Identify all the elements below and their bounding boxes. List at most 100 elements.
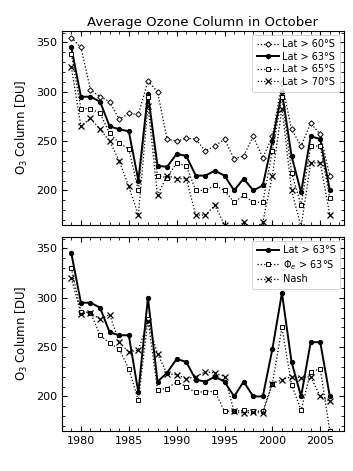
Lat > 60°S xyxy=(108,99,112,105)
Nash xyxy=(136,347,140,353)
Line: Lat > 60°S: Lat > 60°S xyxy=(70,36,332,178)
Lat > 63°S xyxy=(232,187,236,193)
Lat > 63°S xyxy=(203,173,208,179)
Φ$_e$ > 63°S xyxy=(251,408,255,414)
Lat > 63°S xyxy=(194,173,198,179)
Φ$_e$ > 63°S xyxy=(69,265,73,271)
Line: Lat > 70°S: Lat > 70°S xyxy=(69,65,333,233)
Lat > 60°S xyxy=(309,121,313,126)
Lat > 65°S xyxy=(318,143,322,149)
Lat > 70°S xyxy=(328,212,332,218)
Lat > 70°S xyxy=(270,173,275,179)
Nash xyxy=(289,374,294,380)
Lat > 65°S xyxy=(117,140,121,146)
Nash xyxy=(194,374,198,380)
Lat > 63°S xyxy=(280,89,284,95)
Line: Nash: Nash xyxy=(69,276,333,416)
Lat > 65°S xyxy=(136,187,140,193)
Lat > 60°S xyxy=(222,136,227,142)
Φ$_e$ > 63°S xyxy=(88,310,92,316)
Lat > 63°S xyxy=(203,379,208,384)
Lat > 70°S xyxy=(299,224,303,230)
Lat > 63°S xyxy=(194,377,198,382)
Lat > 63°S xyxy=(222,173,227,179)
Lat > 65°S xyxy=(232,199,236,205)
Φ$_e$ > 63°S xyxy=(117,346,121,352)
Lat > 63°S xyxy=(117,126,121,132)
Lat > 63°S xyxy=(241,176,246,181)
Lat > 63°S xyxy=(251,394,255,399)
Lat > 70°S xyxy=(88,115,92,121)
Lat > 60°S xyxy=(127,111,131,116)
Lat > 63°S xyxy=(270,138,275,144)
Lat > 65°S xyxy=(69,51,73,57)
Lat > 63°S xyxy=(88,300,92,306)
Lat > 63°S xyxy=(289,359,294,365)
Lat > 70°S xyxy=(261,219,265,225)
Φ$_e$ > 63°S xyxy=(127,366,131,372)
Legend: Lat > 60°S, Lat > 63°S, Lat > 65°S, Lat > 70°S: Lat > 60°S, Lat > 63°S, Lat > 65°S, Lat … xyxy=(252,34,340,91)
Lat > 63°S xyxy=(299,394,303,399)
Lat > 70°S xyxy=(108,138,112,144)
Lat > 63°S xyxy=(309,133,313,139)
Lat > 63°S xyxy=(261,183,265,188)
Nash xyxy=(79,311,83,317)
Φ$_e$ > 63°S xyxy=(108,341,112,346)
Lat > 60°S xyxy=(251,133,255,139)
Lat > 65°S xyxy=(88,106,92,111)
Lat > 70°S xyxy=(222,222,227,228)
Lat > 63°S xyxy=(165,164,169,170)
Lat > 70°S xyxy=(241,219,246,225)
Nash xyxy=(251,409,255,415)
Lat > 70°S xyxy=(251,227,255,233)
Φ$_e$ > 63°S xyxy=(136,398,140,403)
Φ$_e$ > 63°S xyxy=(194,390,198,395)
Nash xyxy=(88,310,92,316)
Nash xyxy=(328,398,332,404)
Line: Lat > 63°S: Lat > 63°S xyxy=(70,252,332,398)
Lat > 63°S xyxy=(184,153,189,159)
Lat > 60°S xyxy=(318,131,322,137)
Nash xyxy=(127,349,131,355)
Lat > 65°S xyxy=(270,148,275,154)
Lat > 60°S xyxy=(232,156,236,162)
Lat > 63°S xyxy=(174,356,179,362)
Lat > 63°S xyxy=(98,99,102,105)
Lat > 70°S xyxy=(155,193,160,198)
Nash xyxy=(309,374,313,380)
Line: Lat > 65°S: Lat > 65°S xyxy=(70,52,332,207)
Lat > 63°S xyxy=(127,333,131,338)
Nash xyxy=(174,372,179,378)
Y-axis label: O$_3$ Column [DU]: O$_3$ Column [DU] xyxy=(14,80,30,175)
Lat > 63°S xyxy=(165,370,169,375)
Lat > 63°S xyxy=(146,295,150,300)
Nash xyxy=(146,319,150,325)
Lat > 70°S xyxy=(194,212,198,218)
Φ$_e$ > 63°S xyxy=(165,386,169,391)
Nash xyxy=(261,410,265,416)
Φ$_e$ > 63°S xyxy=(213,389,217,394)
Lat > 63°S xyxy=(213,168,217,173)
Lat > 70°S xyxy=(280,106,284,111)
Lat > 63°S xyxy=(261,394,265,399)
Lat > 63°S xyxy=(98,305,102,310)
Φ$_e$ > 63°S xyxy=(184,384,189,390)
Lat > 63°S xyxy=(251,187,255,193)
Nash xyxy=(232,408,236,414)
Nash xyxy=(270,381,275,386)
Lat > 65°S xyxy=(251,199,255,205)
Lat > 60°S xyxy=(79,45,83,50)
Φ$_e$ > 63°S xyxy=(203,389,208,394)
Lat > 63°S xyxy=(108,330,112,335)
Lat > 60°S xyxy=(213,143,217,149)
Lat > 65°S xyxy=(328,195,332,201)
Nash xyxy=(117,339,121,345)
Lat > 63°S xyxy=(155,379,160,384)
Lat > 70°S xyxy=(136,212,140,218)
Lat > 65°S xyxy=(241,193,246,198)
Lat > 60°S xyxy=(280,80,284,86)
Line: Φ$_e$ > 63°S: Φ$_e$ > 63°S xyxy=(70,266,332,433)
Φ$_e$ > 63°S xyxy=(155,387,160,392)
Lat > 60°S xyxy=(117,117,121,122)
Nash xyxy=(318,394,322,399)
